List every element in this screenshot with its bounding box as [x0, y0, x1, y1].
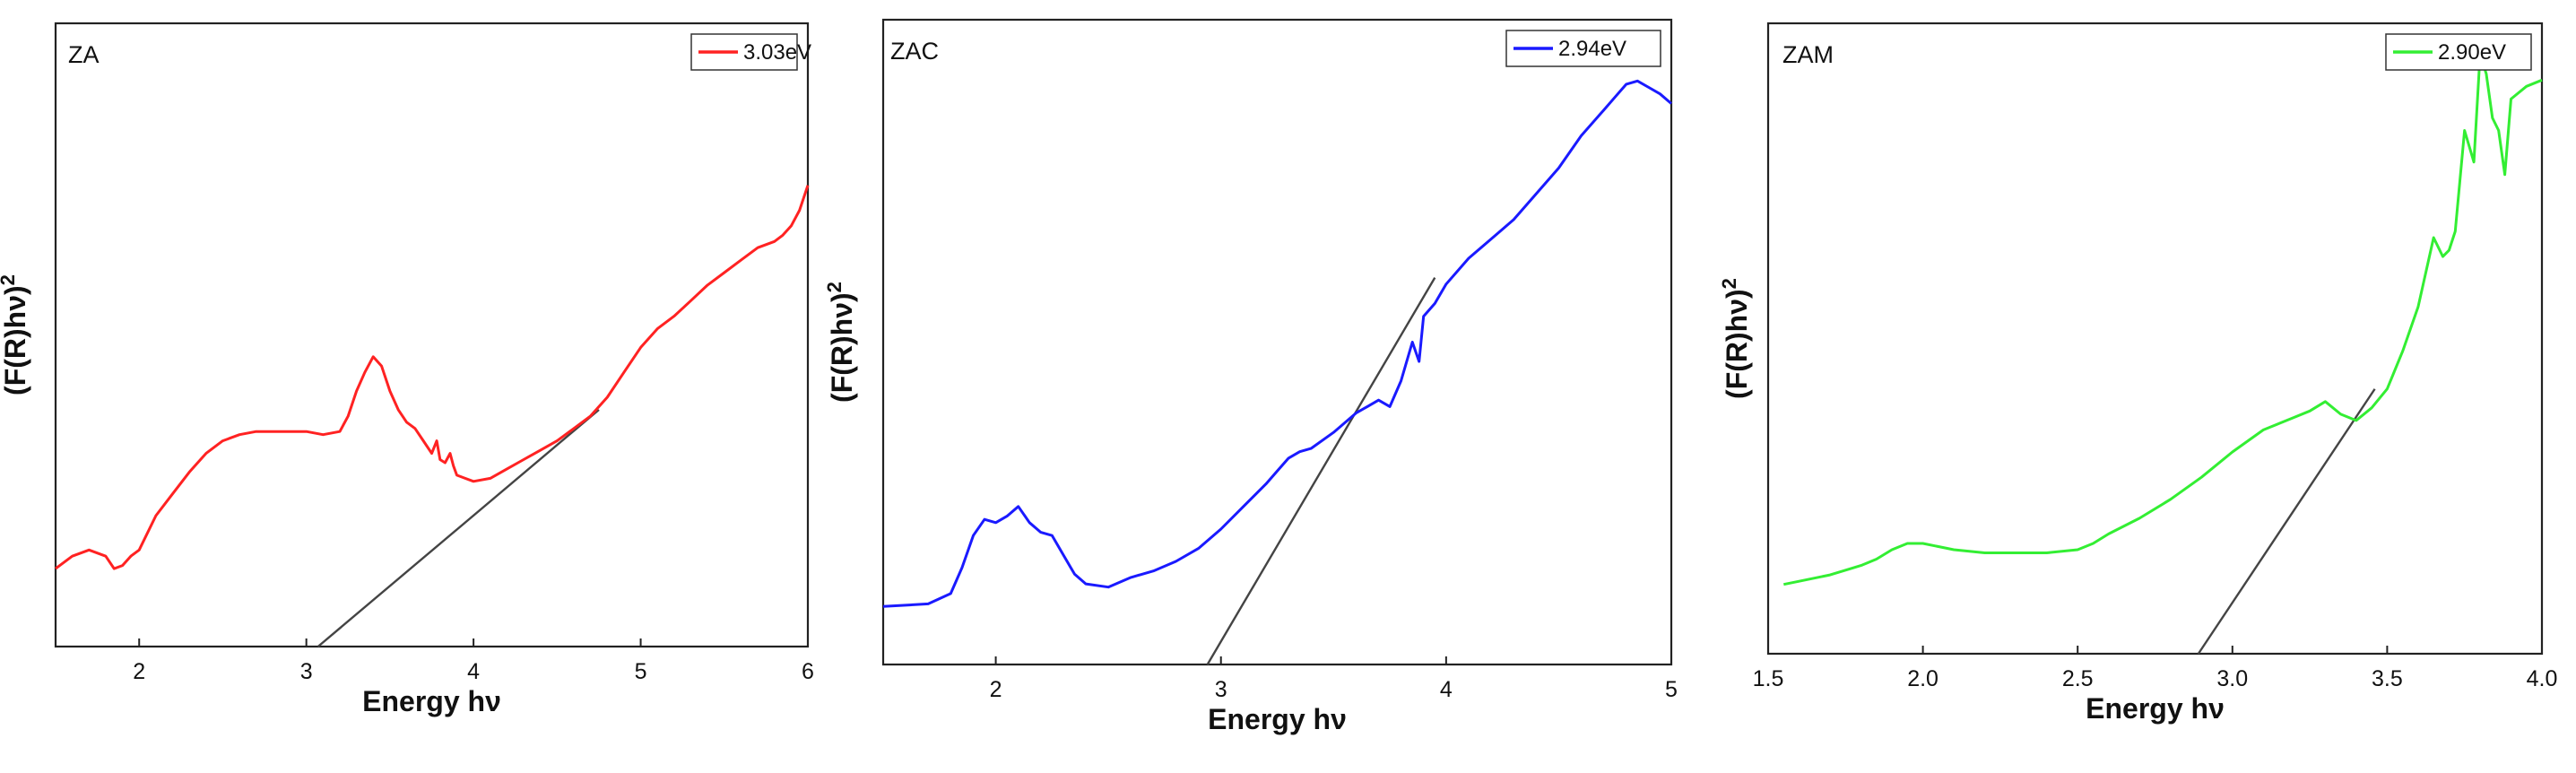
legend: 2.94eV: [1505, 30, 1661, 67]
legend: 3.03eV: [690, 33, 811, 71]
tangent-line: [2197, 388, 2376, 655]
x-tick-label: 1.5: [1753, 666, 1784, 691]
x-tick-label: 6: [802, 659, 814, 684]
y-axis-title: (F(R)hν)2: [1718, 278, 1753, 399]
series-line: [55, 185, 810, 570]
y-axis-title: (F(R)hν)2: [0, 274, 31, 395]
tangent-line: [1206, 276, 1436, 665]
plot-frame: [881, 18, 1673, 666]
x-tick-label: 2: [990, 677, 1002, 702]
x-tick-label: 2.0: [1907, 666, 1939, 691]
x-tick-label: 4.0: [2527, 666, 2558, 691]
panel-label: ZA: [68, 41, 100, 68]
x-tick-label: 5: [635, 659, 647, 684]
x-tick-label: 2.5: [2062, 666, 2094, 691]
y-axis-title: (F(R)hν)2: [823, 282, 858, 403]
chart-panel-zam: 1.5 2.0 2.5 3.0 3.5 4.0 Energy hν (F(R)hν)2 ZAM 2…: [1718, 22, 2558, 725]
x-axis-title: Energy hν: [1208, 703, 1347, 735]
plot-frame: [54, 22, 810, 648]
legend: 2.90eV: [2385, 33, 2532, 71]
plot-frame: [1766, 22, 2544, 656]
tangent-line: [317, 408, 600, 647]
x-tick-label: 3: [1215, 677, 1227, 702]
legend-label: 3.03eV: [743, 40, 811, 65]
series-line: [882, 79, 1672, 608]
legend-label: 2.94eV: [1558, 37, 1626, 61]
x-axis-title: Energy hν: [2086, 692, 2225, 725]
chart-panel-zac: 2 3 4 5 Energy hν (F(R)hν)2 ZAC 2.94eV: [823, 18, 1678, 735]
x-tick-label: 3.5: [2372, 666, 2403, 691]
x-tick-label: 4: [467, 659, 480, 684]
chart-panel-za: 2 3 4 5 6 Energy hν (F(R)hν)2 ZA 3.03eV: [0, 22, 814, 717]
x-tick-label: 4: [1440, 677, 1453, 702]
legend-label: 2.90eV: [2438, 40, 2506, 65]
panel-label: ZAC: [890, 38, 939, 65]
series-line: [1783, 53, 2543, 586]
panel-label: ZAM: [1782, 41, 1834, 68]
x-axis-title: Energy hν: [362, 685, 501, 717]
x-tick-label: 2: [133, 659, 145, 684]
x-tick-label: 5: [1665, 677, 1678, 702]
x-tick-label: 3.0: [2216, 666, 2248, 691]
x-tick-label: 3: [300, 659, 313, 684]
